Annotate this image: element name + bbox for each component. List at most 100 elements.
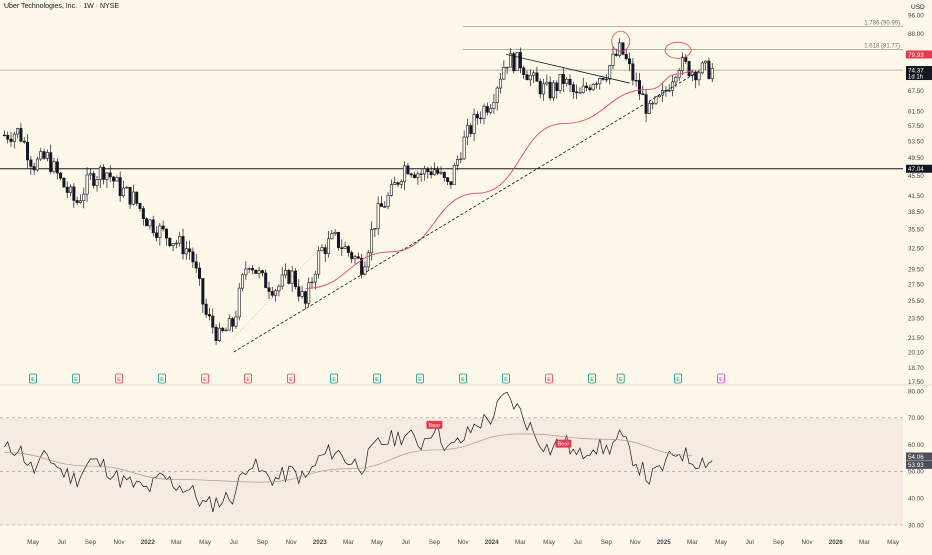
earnings-marker-16 <box>717 373 725 384</box>
candle-body <box>26 141 30 161</box>
earnings-marker-5 <box>244 373 252 384</box>
candle-body <box>198 267 202 279</box>
candle-body <box>260 270 264 274</box>
rsi-tick-label: 80.00 <box>908 388 924 395</box>
time-axis-label: Jul <box>58 539 66 546</box>
candle-body <box>472 114 476 134</box>
time-axis-label: 2022 <box>141 539 156 546</box>
rsi-tick-label: 50.00 <box>908 469 924 476</box>
candle-body <box>184 248 188 255</box>
price-tick-label: 27.50 <box>908 282 924 289</box>
candle-body <box>254 269 258 274</box>
candle-body <box>684 56 688 62</box>
candle-body <box>138 203 142 209</box>
earnings-marker-11 <box>502 373 510 384</box>
candle-body <box>75 200 79 203</box>
earnings-marker-3 <box>158 373 166 384</box>
candle-body <box>637 80 641 95</box>
candle-body <box>456 159 460 166</box>
candle-body <box>327 238 331 255</box>
candles <box>2 38 714 345</box>
candle-body <box>508 53 512 68</box>
rsi-ma-line <box>4 433 693 483</box>
candle-body <box>403 165 407 182</box>
candle-body <box>297 286 301 297</box>
candle-body <box>512 53 516 72</box>
candle-body <box>439 171 443 174</box>
rsi-tick-label: 30.00 <box>908 522 924 529</box>
candle-body <box>449 181 453 186</box>
time-axis-label: 2023 <box>313 539 328 546</box>
time-axis-label: 2025 <box>657 539 672 546</box>
candle-body <box>674 76 678 83</box>
bear-label-1 <box>555 439 572 448</box>
candle-body <box>644 94 648 114</box>
candle-body <box>598 77 602 85</box>
candle-body <box>16 128 20 135</box>
candle-body <box>231 318 235 327</box>
price-tick-label: 21.50 <box>908 335 924 342</box>
candle-body <box>363 266 367 275</box>
candle-body <box>479 117 483 120</box>
candle-body <box>247 268 251 270</box>
candle-body <box>280 274 284 287</box>
price-badge-2 <box>906 164 932 173</box>
candle-body <box>168 237 172 247</box>
candle-body <box>558 73 562 91</box>
candle-body <box>389 184 393 196</box>
candle-body <box>45 152 49 159</box>
candle-body <box>141 208 145 220</box>
candle-body <box>217 327 221 341</box>
candle-body <box>704 60 708 64</box>
candle-body <box>270 291 274 296</box>
candle-body <box>313 273 317 283</box>
candle-body <box>671 81 675 91</box>
candle-body <box>234 316 238 327</box>
time-axis-label: Sep <box>429 539 441 546</box>
candle-body <box>353 256 357 259</box>
earnings-marker-label-4: E <box>203 377 207 383</box>
circle-annotation-0 <box>611 30 631 52</box>
candle-body <box>59 172 63 179</box>
rsi-badge-label-0: 54.06 <box>908 454 924 461</box>
candle-body <box>604 78 608 81</box>
candle-body <box>12 133 16 142</box>
candle-body <box>148 219 152 227</box>
earnings-marker-label-12: E <box>547 377 551 383</box>
candle-body <box>284 270 288 276</box>
candle-body <box>568 78 572 85</box>
time-axis-label: Sep <box>257 539 269 546</box>
candle-body <box>413 174 417 178</box>
candle-body <box>446 177 450 182</box>
earnings-marker-label-13: E <box>590 377 594 383</box>
candle-body <box>505 66 509 69</box>
candle-body <box>164 228 168 239</box>
candle-body <box>85 174 89 195</box>
candle-body <box>82 193 86 202</box>
time-axis-label: Nov <box>457 539 469 546</box>
price-badge-label-0: 79.93 <box>908 52 924 59</box>
candle-body <box>561 73 565 84</box>
candle-body <box>528 75 532 81</box>
rsi-tick-label: 60.00 <box>908 442 924 449</box>
candle-body <box>95 179 99 186</box>
rsi-badge-0 <box>906 452 932 461</box>
earnings-marker-label-2: E <box>117 377 121 383</box>
candle-body <box>29 159 33 167</box>
bear-label-0 <box>426 420 443 429</box>
candle-body <box>227 318 231 331</box>
candle-body <box>393 182 397 185</box>
time-axis-label: Mar <box>687 539 698 546</box>
candle-body <box>469 125 473 134</box>
earnings-marker-label-5: E <box>246 377 250 383</box>
candle-body <box>641 93 645 95</box>
candle-body <box>221 327 225 331</box>
bear-label-text-0: Bear <box>429 423 441 429</box>
candle-body <box>532 72 536 76</box>
time-axis-label: Mar <box>515 539 526 546</box>
candle-body <box>485 106 489 113</box>
candle-body <box>277 285 281 292</box>
candle-body <box>290 270 294 284</box>
